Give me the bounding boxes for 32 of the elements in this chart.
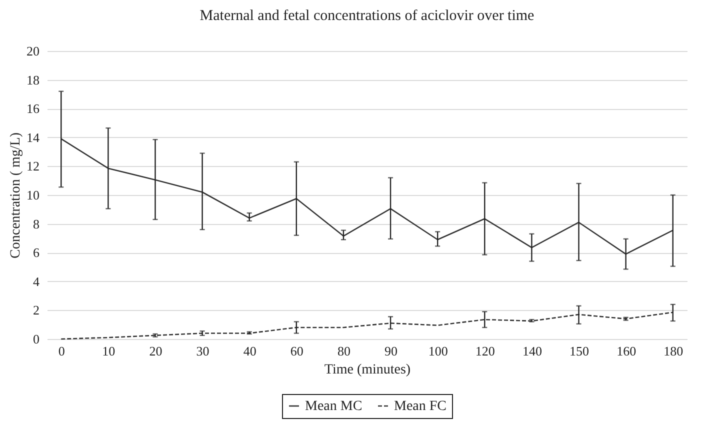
x-tick-label: 180 <box>664 344 684 358</box>
legend-label: Mean FC <box>394 399 446 414</box>
x-tick-label: 60 <box>290 344 304 358</box>
y-axis-title: Concentration ( mg/L) <box>8 132 24 258</box>
x-tick-label: 140 <box>522 344 542 358</box>
x-axis-title: Time (minutes) <box>324 362 411 378</box>
y-tick-label: 2 <box>33 302 40 318</box>
y-tick-label: 18 <box>26 72 40 88</box>
y-tick-label: 0 <box>33 332 40 346</box>
x-tick-label: 20 <box>149 344 162 358</box>
x-tick-label: 160 <box>616 344 636 358</box>
legend-label: Mean MC <box>305 399 362 414</box>
x-tick-label: 90 <box>384 344 398 358</box>
y-tick-label: 4 <box>33 274 40 289</box>
line-series <box>60 138 674 255</box>
y-tick-label: 12 <box>26 158 40 174</box>
y-tick-label: 14 <box>26 130 40 145</box>
x-tick-label: 120 <box>475 344 495 358</box>
x-tick-label: 150 <box>570 344 590 358</box>
y-tick-label: 8 <box>33 216 40 232</box>
y-tick-label: 20 <box>26 44 40 58</box>
y-tick-label: 6 <box>33 245 40 260</box>
x-tick-label: 80 <box>337 344 350 358</box>
y-tick-label: 16 <box>26 101 40 116</box>
x-tick-label: 100 <box>428 344 448 358</box>
x-tick-label: 10 <box>102 344 116 358</box>
chart-title: Maternal and fetal concentrations of aciclovir over time <box>200 8 535 24</box>
x-tick-label: 40 <box>243 344 256 358</box>
y-tick-label: 10 <box>26 188 40 202</box>
line-series <box>60 312 674 340</box>
x-tick-label: 30 <box>196 344 210 358</box>
x-tick-label: 0 <box>58 344 65 358</box>
